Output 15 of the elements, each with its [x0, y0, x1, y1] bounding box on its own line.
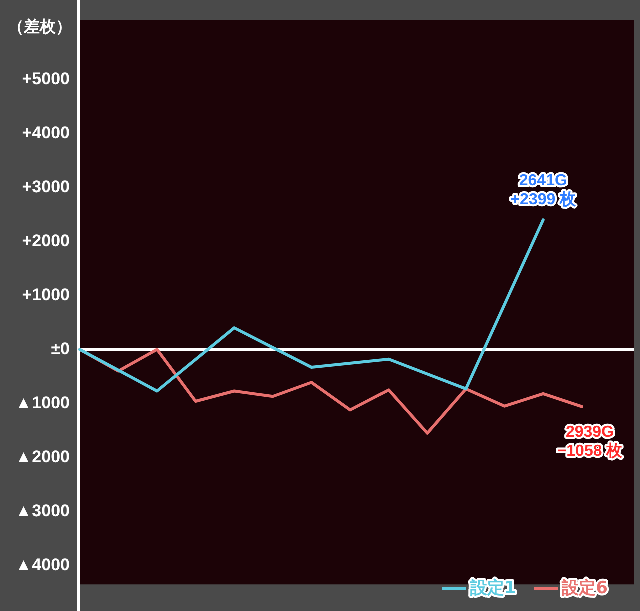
y-tick-label: ▲1000: [15, 393, 70, 412]
y-tick-label: ▲3000: [15, 501, 70, 520]
y-tick-label: +1000: [22, 285, 70, 304]
annotation: 2641G +2399 枚: [510, 172, 578, 208]
y-tick-label: +3000: [22, 177, 70, 196]
y-tick-label: ▲2000: [15, 447, 70, 466]
y-tick-label: +2000: [22, 231, 70, 250]
annotation: 2939G −1058 枚: [557, 424, 624, 460]
legend-label: 設定6: [561, 578, 608, 598]
y-axis-title: （差枚）: [8, 17, 72, 36]
y-tick-label: ▲4000: [15, 555, 70, 574]
y-tick-label: ±0: [51, 339, 70, 358]
legend-label: 設定1: [469, 578, 516, 598]
y-tick-label: +5000: [22, 69, 70, 88]
y-tick-label: +4000: [22, 123, 70, 142]
